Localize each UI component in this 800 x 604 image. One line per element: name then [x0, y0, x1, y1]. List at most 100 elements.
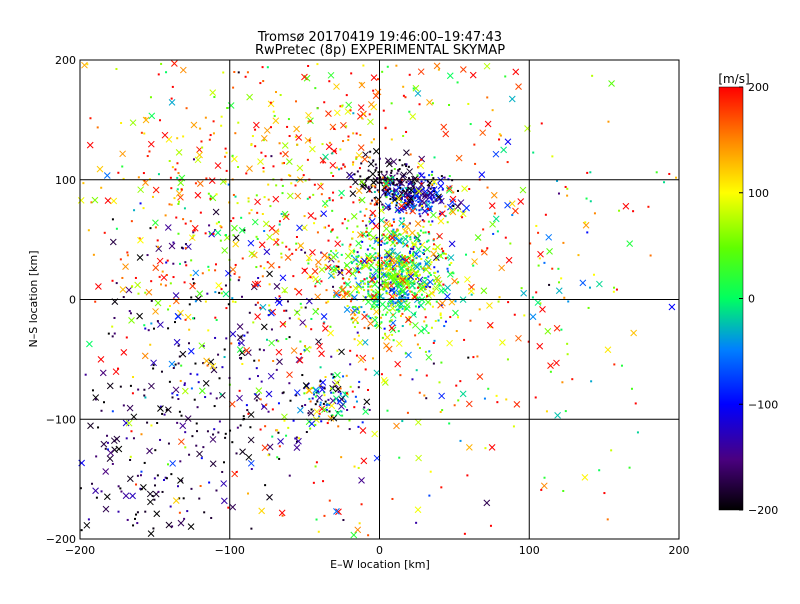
data-point-cross — [314, 293, 322, 301]
data-point-dot — [384, 332, 387, 335]
data-point-dot — [361, 220, 364, 223]
data-point-dot — [385, 242, 388, 245]
data-point-cross — [372, 177, 380, 184]
data-point-dot — [420, 208, 423, 211]
data-point-cross — [504, 138, 512, 146]
data-point-cross — [262, 220, 270, 228]
data-point-dot — [329, 325, 332, 328]
data-point-cross — [357, 104, 365, 111]
data-point-cross — [412, 84, 420, 92]
data-point-dot — [363, 326, 366, 329]
data-point-dot — [419, 242, 422, 245]
data-point-dot — [263, 230, 266, 233]
data-point-dot — [432, 341, 435, 344]
data-point-dot — [352, 112, 355, 115]
data-point-dot — [393, 220, 396, 223]
data-point-dot — [337, 271, 340, 274]
data-point-dot — [206, 364, 209, 367]
data-point-dot — [213, 96, 216, 99]
data-point-dot — [377, 237, 380, 240]
data-point-cross — [203, 357, 210, 365]
data-point-dot — [291, 252, 294, 255]
data-point-dot — [277, 402, 280, 405]
data-point-dot — [144, 117, 147, 120]
data-point-cross — [438, 210, 446, 217]
data-point-dot — [319, 366, 322, 369]
data-point-dot — [257, 359, 260, 362]
data-point-cross — [322, 153, 329, 161]
data-point-dot — [416, 296, 419, 299]
data-point-dot — [325, 289, 328, 292]
data-point-cross — [422, 190, 429, 198]
data-point-dot — [356, 225, 359, 228]
data-point-dot — [120, 490, 123, 493]
data-point-dot — [376, 239, 379, 242]
data-point-cross — [290, 347, 298, 354]
data-point-cross — [385, 345, 393, 353]
data-point-dot — [261, 275, 264, 278]
data-point-dot — [246, 331, 249, 334]
data-point-cross — [370, 234, 377, 241]
data-point-dot — [356, 331, 359, 334]
data-point-cross — [172, 497, 180, 504]
data-point-cross — [266, 270, 273, 278]
data-point-dot — [390, 255, 393, 258]
data-point-dot — [206, 292, 209, 295]
data-point-dot — [412, 254, 415, 257]
data-point-cross — [266, 233, 273, 241]
data-point-dot — [377, 173, 380, 176]
data-point-cross — [259, 303, 267, 311]
data-point-cross — [362, 408, 369, 415]
data-point-dot — [369, 317, 372, 320]
data-point-dot — [179, 262, 182, 265]
data-point-cross — [459, 66, 467, 73]
data-point-dot — [361, 421, 364, 424]
data-point-dot — [371, 199, 374, 202]
data-point-dot — [379, 268, 382, 271]
data-point-dot — [381, 282, 384, 285]
data-point-dot — [207, 329, 210, 332]
data-point-dot — [364, 368, 367, 371]
data-point-cross — [147, 498, 154, 506]
data-point-cross — [275, 348, 283, 356]
data-point-cross — [383, 220, 390, 227]
data-point-dot — [409, 192, 412, 195]
data-point-cross — [329, 161, 337, 169]
data-point-cross — [383, 234, 391, 242]
data-point-dot — [388, 259, 391, 262]
data-point-dot — [520, 287, 523, 290]
data-point-cross — [196, 450, 203, 458]
data-point-dot — [390, 102, 393, 105]
data-point-dot — [607, 120, 610, 123]
data-point-dot — [238, 389, 241, 392]
data-point-dot — [332, 191, 335, 194]
data-point-dot — [282, 391, 285, 394]
data-point-dot — [271, 435, 274, 438]
data-point-dot — [150, 299, 153, 302]
data-point-dot — [412, 185, 415, 188]
data-point-dot — [276, 238, 279, 241]
data-point-dot — [193, 229, 196, 232]
data-point-cross — [423, 245, 431, 253]
data-point-cross — [156, 257, 164, 265]
data-point-cross — [555, 287, 563, 295]
data-point-dot — [344, 391, 347, 394]
data-point-dot — [322, 480, 325, 483]
data-point-dot — [122, 177, 125, 180]
data-point-dot — [351, 390, 354, 393]
data-point-dot — [327, 239, 330, 242]
data-point-cross — [168, 242, 176, 250]
data-point-dot — [142, 172, 145, 175]
data-point-cross — [421, 278, 428, 286]
data-point-cross — [229, 503, 237, 511]
data-point-dot — [332, 373, 335, 376]
data-point-dot — [253, 359, 256, 362]
data-point-cross — [128, 317, 135, 324]
data-point-dot — [421, 219, 424, 222]
data-point-dot — [544, 213, 547, 216]
data-point-dot — [636, 431, 639, 434]
data-point-dot — [375, 201, 378, 204]
data-point-dot — [167, 308, 170, 311]
data-point-dot — [212, 433, 215, 436]
data-point-dot — [472, 251, 475, 254]
